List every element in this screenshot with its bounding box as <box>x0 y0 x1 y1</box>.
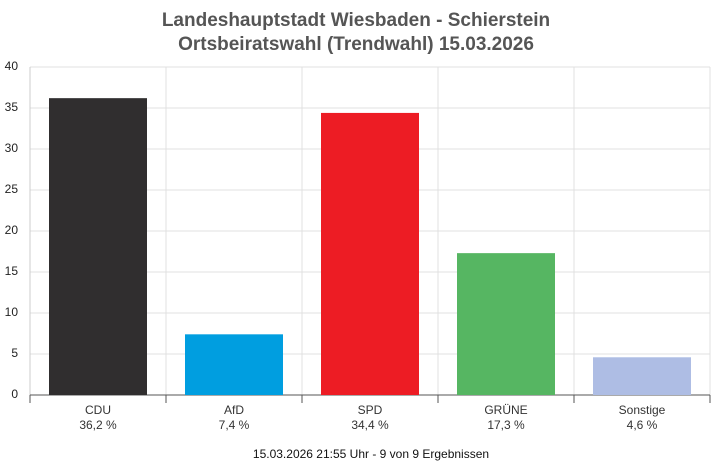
bar <box>49 98 147 395</box>
value-label: 4,6 % <box>627 418 658 432</box>
value-label: 36,2 % <box>79 418 117 432</box>
x-tick-label: SPD <box>358 403 383 417</box>
y-tick-label: 30 <box>5 141 19 155</box>
x-tick-label: CDU <box>85 403 111 417</box>
y-tick-label: 20 <box>5 223 19 237</box>
x-tick-label: GRÜNE <box>484 403 527 417</box>
y-tick-label: 40 <box>5 59 19 73</box>
y-tick-label: 15 <box>5 264 19 278</box>
bar <box>457 253 555 395</box>
y-tick-label: 0 <box>11 387 18 401</box>
value-label: 7,4 % <box>219 418 250 432</box>
x-tick-label: AfD <box>224 403 244 417</box>
value-label: 34,4 % <box>351 418 389 432</box>
bar <box>185 334 283 395</box>
value-label: 17,3 % <box>487 418 525 432</box>
chart-title: Landeshauptstadt Wiesbaden - Schierstein <box>162 10 550 31</box>
y-tick-label: 25 <box>5 182 19 196</box>
y-tick-label: 10 <box>5 305 19 319</box>
bar <box>593 357 691 395</box>
chart-subtitle: Ortsbeiratswahl (Trendwahl) 15.03.2026 <box>178 34 534 55</box>
bar <box>321 112 419 396</box>
x-tick-label: Sonstige <box>619 403 666 417</box>
footer-note: 15.03.2026 21:55 Uhr - 9 von 9 Ergebniss… <box>253 447 489 461</box>
y-tick-label: 35 <box>5 100 19 114</box>
y-tick-label: 5 <box>11 346 18 360</box>
